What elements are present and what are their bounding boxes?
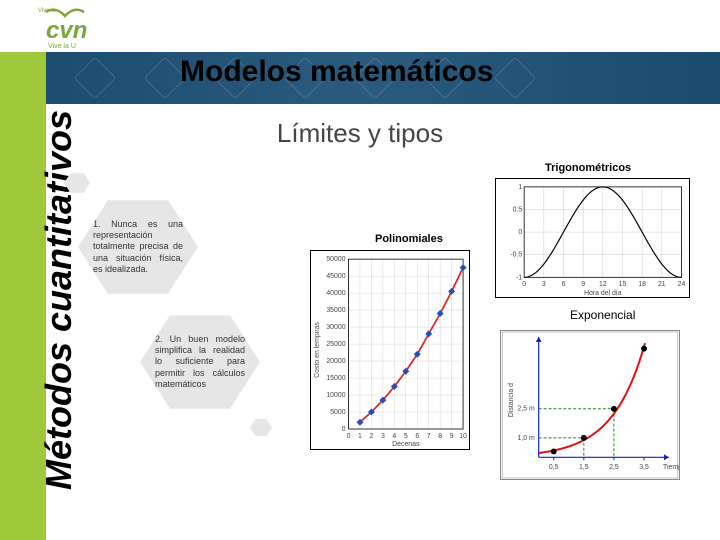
poly-chart: 0 5000 10000 15000 20000 25000 30000 35000 40000… bbox=[310, 250, 470, 450]
svg-text:3,5: 3,5 bbox=[639, 464, 649, 471]
svg-text:1: 1 bbox=[358, 433, 362, 440]
svg-text:Hora del día: Hora del día bbox=[584, 290, 622, 297]
svg-text:15000: 15000 bbox=[326, 375, 345, 382]
svg-text:1,0 m: 1,0 m bbox=[518, 435, 535, 442]
svg-text:0,5: 0,5 bbox=[549, 464, 559, 471]
exp-svg: 0,5 1,5 2,5 3,5 1,0 m 2,5 mDistancia d Tiempo bbox=[501, 331, 679, 479]
hex2-text: 2. Un buen modelo simplifica la realidad… bbox=[155, 334, 245, 390]
exp-title: Exponencial bbox=[570, 308, 635, 322]
svg-text:24: 24 bbox=[678, 281, 686, 288]
svg-text:9: 9 bbox=[581, 281, 585, 288]
svg-text:5000: 5000 bbox=[330, 409, 346, 416]
svg-text:1: 1 bbox=[518, 184, 522, 191]
slide: Vive lo cvn Vive la U Métodos cuantitati… bbox=[0, 0, 720, 540]
svg-text:Decenas: Decenas bbox=[392, 441, 420, 448]
svg-text:25000: 25000 bbox=[326, 341, 345, 348]
svg-text:0: 0 bbox=[522, 281, 526, 288]
banner-title: Modelos matemáticos bbox=[180, 55, 493, 89]
svg-text:5: 5 bbox=[404, 433, 408, 440]
svg-text:10000: 10000 bbox=[326, 392, 345, 399]
svg-text:2,5: 2,5 bbox=[609, 464, 619, 471]
svg-text:12: 12 bbox=[599, 281, 607, 288]
svg-text:2: 2 bbox=[370, 433, 374, 440]
svg-text:18: 18 bbox=[638, 281, 646, 288]
svg-text:Costo en lempiras: Costo en lempiras bbox=[314, 322, 321, 378]
logo-sub-text: Vive la U bbox=[48, 43, 76, 50]
logo-top-text: Vive lo bbox=[38, 8, 57, 14]
svg-text:0.5: 0.5 bbox=[513, 206, 523, 213]
svg-text:8: 8 bbox=[438, 433, 442, 440]
svg-text:cvn: cvn bbox=[46, 17, 87, 44]
svg-text:3: 3 bbox=[381, 433, 385, 440]
trig-chart: -1-0.500.5103691215182124Hora del día bbox=[495, 178, 690, 298]
svg-text:4: 4 bbox=[392, 433, 396, 440]
svg-text:3: 3 bbox=[542, 281, 546, 288]
hex1-text: 1. Nunca es una representación totalment… bbox=[93, 219, 183, 275]
svg-text:40000: 40000 bbox=[326, 290, 345, 297]
svg-text:1,5: 1,5 bbox=[579, 464, 589, 471]
trig-title: Trigonométricos bbox=[545, 162, 631, 174]
hexagon-2: 2. Un buen modelo simplifica la realidad… bbox=[140, 310, 260, 414]
logo: Vive lo cvn Vive la U bbox=[38, 4, 188, 52]
svg-text:Distancia d: Distancia d bbox=[508, 383, 515, 417]
logo-icon: Vive lo cvn Vive la U bbox=[38, 4, 93, 52]
svg-text:7: 7 bbox=[427, 433, 431, 440]
svg-text:-0.5: -0.5 bbox=[510, 252, 522, 259]
svg-text:0: 0 bbox=[347, 433, 351, 440]
svg-text:20000: 20000 bbox=[326, 358, 345, 365]
svg-text:0: 0 bbox=[518, 229, 522, 236]
svg-text:Tiempo: Tiempo bbox=[663, 464, 679, 471]
hex-deco-2 bbox=[250, 418, 272, 437]
svg-text:35000: 35000 bbox=[326, 307, 345, 314]
svg-text:2,5 m: 2,5 m bbox=[518, 406, 535, 413]
svg-text:30000: 30000 bbox=[326, 324, 345, 331]
exp-chart: 0,5 1,5 2,5 3,5 1,0 m 2,5 mDistancia d Tiempo bbox=[500, 330, 680, 480]
svg-text:21: 21 bbox=[658, 281, 666, 288]
svg-text:15: 15 bbox=[619, 281, 627, 288]
svg-text:6: 6 bbox=[415, 433, 419, 440]
poly-svg: 0 5000 10000 15000 20000 25000 30000 35000 40000… bbox=[311, 251, 469, 449]
svg-text:0: 0 bbox=[342, 426, 346, 433]
svg-text:10: 10 bbox=[459, 433, 467, 440]
sidebar-title: Métodos cuantitativos bbox=[38, 110, 80, 490]
svg-text:50000: 50000 bbox=[326, 256, 345, 263]
svg-text:6: 6 bbox=[562, 281, 566, 288]
svg-text:9: 9 bbox=[450, 433, 454, 440]
hexagon-1: 1. Nunca es una representación totalment… bbox=[78, 195, 198, 299]
poly-title: Polinomiales bbox=[375, 233, 443, 245]
trig-svg: -1-0.500.5103691215182124Hora del día bbox=[496, 179, 689, 297]
subtitle: Límites y tipos bbox=[0, 118, 720, 149]
svg-text:45000: 45000 bbox=[326, 273, 345, 280]
